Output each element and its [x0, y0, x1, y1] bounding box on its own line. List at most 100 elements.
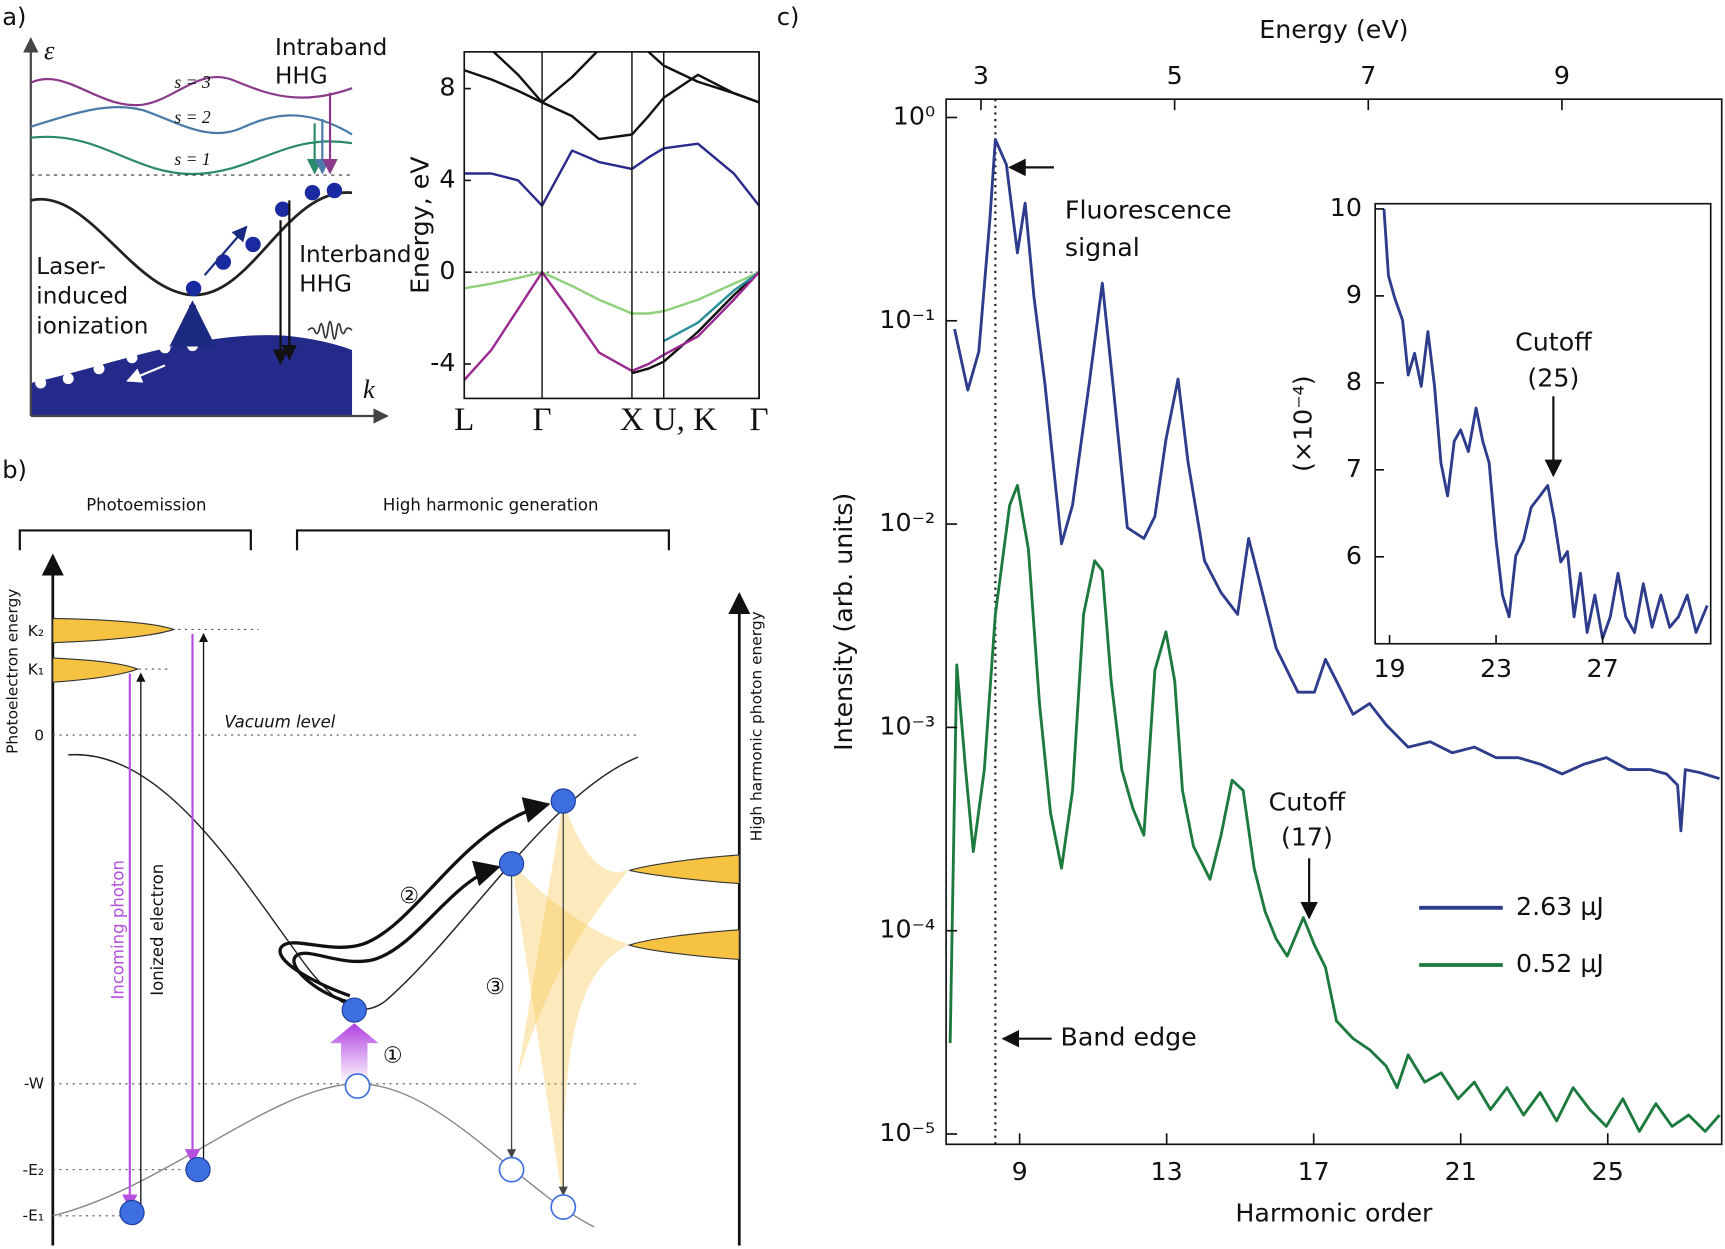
- electron: [245, 236, 261, 253]
- y-axis-label: (×10⁻⁴): [1289, 375, 1318, 472]
- plot-area: [948, 99, 1721, 1145]
- trajectory: [292, 860, 501, 1006]
- annotation: HHG: [275, 64, 328, 90]
- axis-label: k: [363, 374, 376, 404]
- arrow: [203, 225, 248, 276]
- axis-label: High harmonic photon energy: [747, 611, 765, 841]
- trajectory: [278, 797, 551, 998]
- x-tick-label: 17: [1298, 1157, 1330, 1186]
- plot-frame: [945, 98, 1723, 1146]
- band-s3: [30, 76, 353, 107]
- x-tick-label: 23: [1480, 654, 1512, 683]
- peak: [629, 854, 740, 885]
- annotation: ionization: [36, 313, 148, 339]
- annotation: Vacuum level: [224, 712, 335, 731]
- level-label: -E₂: [23, 1161, 44, 1179]
- section-title: Photoemission: [86, 496, 206, 515]
- panel-label: c): [777, 3, 800, 31]
- plot-area: [1382, 208, 1709, 640]
- level-label: -E₁: [23, 1206, 44, 1224]
- band-label: s = 2: [174, 107, 211, 127]
- series-line: [464, 142, 760, 207]
- series-line: [953, 137, 1720, 833]
- series-line: [1382, 208, 1709, 640]
- y-tick-label: 10⁻¹: [879, 305, 935, 334]
- axis-label: ε: [44, 35, 55, 65]
- x-axis-label: Harmonic order: [1235, 1199, 1433, 1228]
- x-tick-label: 27: [1586, 654, 1618, 683]
- y-tick-label: 4: [439, 164, 455, 193]
- y-tick-label: 10⁰: [893, 101, 935, 130]
- x-tick-label: 21: [1445, 1157, 1477, 1186]
- hole: [35, 377, 47, 389]
- y-tick-label: 7: [1346, 454, 1362, 483]
- annotation: Cutoff: [1515, 327, 1592, 356]
- y-tick-label: -4: [430, 348, 455, 377]
- series-line: [464, 69, 760, 141]
- annotation: induced: [36, 284, 128, 310]
- electron: [119, 1199, 145, 1226]
- electrons: [185, 182, 343, 297]
- series-line: [647, 51, 760, 104]
- x-tick-label: 25: [1592, 1157, 1624, 1186]
- x-tick-label: 9: [1012, 1157, 1028, 1186]
- level-label: 0: [34, 727, 44, 745]
- band-s1: [30, 135, 353, 176]
- y-tick-label: 10⁻⁴: [879, 915, 935, 944]
- emission-fan: [511, 863, 630, 1205]
- annotation: Cutoff: [1269, 787, 1346, 816]
- section-title: High harmonic generation: [383, 496, 598, 515]
- x2-tick-label: 9: [1554, 61, 1570, 90]
- schematic-a: ε k s = 3 s = 2 s = 1 Intraband HHG Inte…: [23, 35, 412, 424]
- valence-band: [30, 335, 353, 417]
- y-tick-label: 10⁻³: [879, 711, 935, 740]
- panel-label: a): [2, 3, 26, 31]
- series-line: [663, 271, 760, 343]
- y-tick-label: 10⁻²: [879, 508, 935, 537]
- electron: [215, 254, 232, 270]
- y-tick-label: 10⁻⁵: [879, 1118, 935, 1147]
- plot-area: [464, 51, 760, 381]
- x-tick-label: U, K: [653, 402, 717, 438]
- x2-axis-label: Energy (eV): [1259, 15, 1408, 44]
- legend-label: 0.52 µJ: [1516, 949, 1604, 978]
- annotation: Incoming photon: [108, 860, 127, 999]
- annotation: HHG: [299, 272, 352, 298]
- legend-label: 2.63 µJ: [1516, 892, 1604, 921]
- axis-label: Photoelectron energy: [4, 589, 22, 754]
- hole: [498, 1156, 525, 1183]
- annotation: Intraband: [275, 35, 387, 61]
- step-label: ②: [399, 884, 419, 909]
- y-axis-label: Energy, eV: [405, 156, 434, 294]
- hole: [62, 373, 74, 385]
- step-label: ①: [383, 1043, 403, 1068]
- y-tick-label: 8: [1346, 367, 1362, 396]
- y-tick-label: 8: [439, 73, 455, 102]
- series-line: [948, 483, 1721, 1133]
- bracket: [18, 529, 670, 551]
- level-label: K₂: [28, 622, 44, 640]
- y-tick-label: 6: [1346, 541, 1362, 570]
- hole: [126, 352, 138, 364]
- hole: [344, 1073, 371, 1099]
- x-tick-label: 19: [1373, 654, 1405, 683]
- hole: [93, 363, 105, 375]
- inset-background: [1375, 203, 1711, 644]
- panel-label: b): [2, 456, 27, 484]
- plot-frame: [463, 51, 760, 400]
- annotation: Interband: [299, 242, 411, 268]
- holes: [344, 1073, 577, 1220]
- emission-fan: [517, 801, 630, 1079]
- annotation: (17): [1281, 822, 1333, 851]
- hole: [159, 342, 171, 354]
- electron: [304, 184, 321, 201]
- annotation: Ionized electron: [148, 864, 167, 996]
- step-label: ③: [485, 975, 505, 1000]
- peak: [627, 929, 740, 961]
- series-line: [491, 51, 599, 104]
- x-tick-label: L: [454, 402, 474, 438]
- electron: [185, 1156, 211, 1183]
- annotation: signal: [1065, 233, 1140, 262]
